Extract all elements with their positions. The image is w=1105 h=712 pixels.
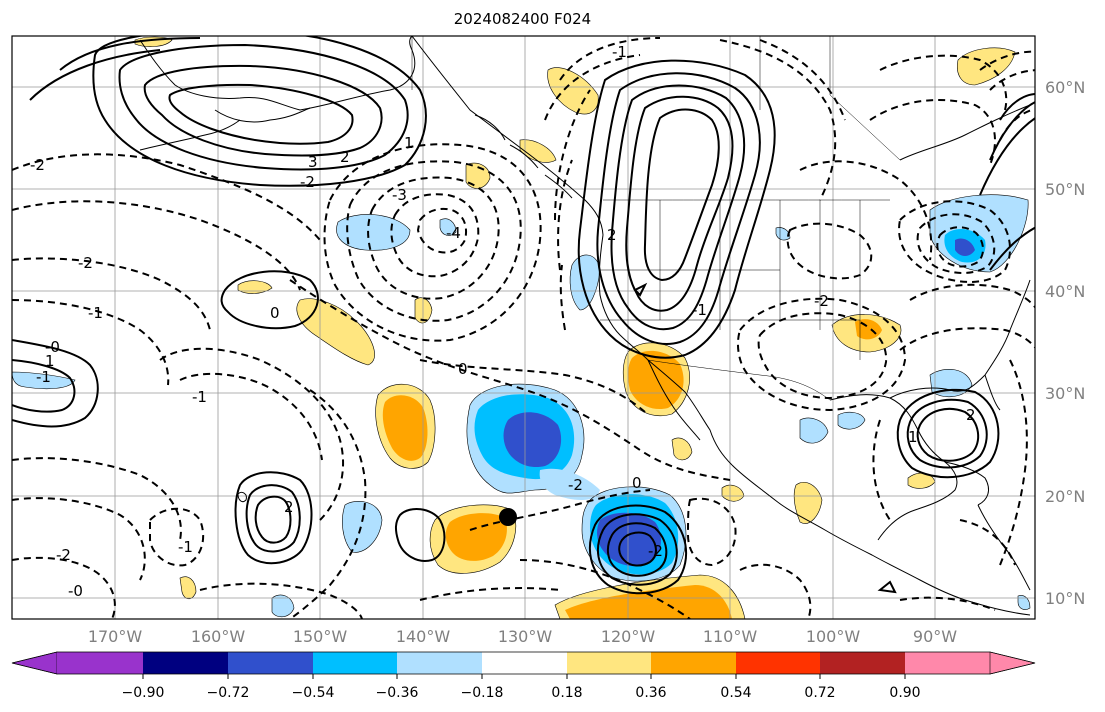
contour-label: -4 bbox=[446, 224, 461, 242]
contour-label: -2 bbox=[648, 542, 663, 560]
colorbar-segment bbox=[313, 652, 397, 674]
contour-label: 0 bbox=[458, 360, 468, 378]
contour-label: -2 bbox=[56, 546, 71, 564]
latitude-label: 40°N bbox=[1045, 282, 1085, 301]
colorbar-segment bbox=[651, 652, 736, 674]
contour-label: 2 bbox=[966, 406, 976, 424]
colorbar-segment bbox=[482, 652, 567, 674]
colorbar: −0.90 −0.72 −0.54 −0.36 −0.18 0.18 0.36 … bbox=[11, 651, 1036, 701]
colorbar-segment bbox=[57, 652, 143, 674]
colorbar-tick-label: 0.72 bbox=[804, 685, 835, 701]
colorbar-tick-label: −0.72 bbox=[207, 685, 250, 701]
colorbar-segment bbox=[228, 652, 313, 674]
longitude-label: 120°W bbox=[601, 627, 656, 646]
contour-label: -1 bbox=[36, 368, 51, 386]
colorbar-tick-label: −0.90 bbox=[122, 685, 165, 701]
contour-label: 2 bbox=[284, 498, 294, 516]
colorbar-tick-label: 0.36 bbox=[635, 685, 666, 701]
colorbar-segment bbox=[905, 652, 990, 674]
contour-label: -2 bbox=[814, 292, 829, 310]
contour-label: -1 bbox=[88, 304, 103, 322]
map-title: 2024082400 F024 bbox=[453, 10, 592, 28]
colorbar-tick-label: −0.54 bbox=[292, 685, 335, 701]
contour-label: -2 bbox=[30, 156, 45, 174]
longitude-label: 140°W bbox=[396, 627, 451, 646]
contour-label: -3 bbox=[392, 186, 407, 204]
contour-label: 0 bbox=[270, 304, 280, 322]
longitude-label: 170°W bbox=[88, 627, 143, 646]
contour-label: 1 bbox=[404, 134, 414, 152]
colorbar-tick-label: −0.18 bbox=[461, 685, 504, 701]
negative-contours bbox=[12, 37, 1035, 619]
contour-label: 1 bbox=[908, 428, 918, 446]
contour-label: -2 bbox=[568, 476, 583, 494]
borders bbox=[411, 36, 901, 401]
latitude-labels: 60°N 50°N 40°N 30°N 20°N 10°N bbox=[1045, 78, 1085, 608]
positive-contours bbox=[12, 36, 1035, 595]
colorbar-outline bbox=[11, 651, 1036, 675]
colorbar-tick-label: 0.90 bbox=[889, 685, 920, 701]
colorbar-segment bbox=[397, 652, 482, 674]
contour-label: 3 bbox=[308, 153, 318, 171]
colorbar-segment bbox=[736, 652, 820, 674]
latitude-label: 60°N bbox=[1045, 78, 1085, 97]
contour-label: 1 bbox=[45, 352, 55, 370]
colorbar-segment bbox=[143, 652, 228, 674]
contour-label: -0 bbox=[68, 582, 83, 600]
contour-label: -1 bbox=[612, 43, 627, 61]
contour-label: -1 bbox=[178, 538, 193, 556]
latitude-label: 30°N bbox=[1045, 384, 1085, 403]
contour-labels: 3 2 -2 -2 -1 -1 0 0 -1 1 -1 -0 2 -0 -2 -… bbox=[30, 43, 976, 600]
contour-label: -2 bbox=[78, 254, 93, 272]
map-frame bbox=[11, 35, 1036, 620]
storm-center-marker bbox=[499, 508, 517, 526]
contour-label: -2 bbox=[300, 173, 315, 191]
longitude-label: 150°W bbox=[293, 627, 348, 646]
colorbar-segment bbox=[567, 652, 651, 674]
contour-label: 0 bbox=[632, 474, 642, 492]
colorbar-tick-label: 0.54 bbox=[720, 685, 751, 701]
longitude-label: 100°W bbox=[806, 627, 861, 646]
contour-label: 2 bbox=[340, 148, 350, 166]
contour-label: 2 bbox=[607, 226, 617, 244]
latitude-label: 20°N bbox=[1045, 487, 1085, 506]
colorbar-segment bbox=[820, 652, 905, 674]
contour-label: -1 bbox=[192, 388, 207, 406]
colorbar-tick-label: −0.36 bbox=[376, 685, 419, 701]
longitude-label: 90°W bbox=[913, 627, 957, 646]
longitude-label: 160°W bbox=[191, 627, 246, 646]
colorbar-extend-high bbox=[989, 651, 1036, 675]
colorbar-extend-low bbox=[11, 651, 58, 675]
colorbar-tick-label: 0.18 bbox=[551, 685, 582, 701]
colorbar-ticks bbox=[142, 674, 906, 679]
latitude-label: 50°N bbox=[1045, 180, 1085, 199]
longitude-labels: 170°W 160°W 150°W 140°W 130°W 120°W 110°… bbox=[88, 627, 957, 646]
contour-label: -1 bbox=[692, 301, 707, 319]
longitude-label: 130°W bbox=[498, 627, 553, 646]
longitude-label: 110°W bbox=[703, 627, 758, 646]
latitude-label: 10°N bbox=[1045, 589, 1085, 608]
contour-label: -0 bbox=[45, 338, 60, 356]
graticule bbox=[12, 36, 1035, 619]
